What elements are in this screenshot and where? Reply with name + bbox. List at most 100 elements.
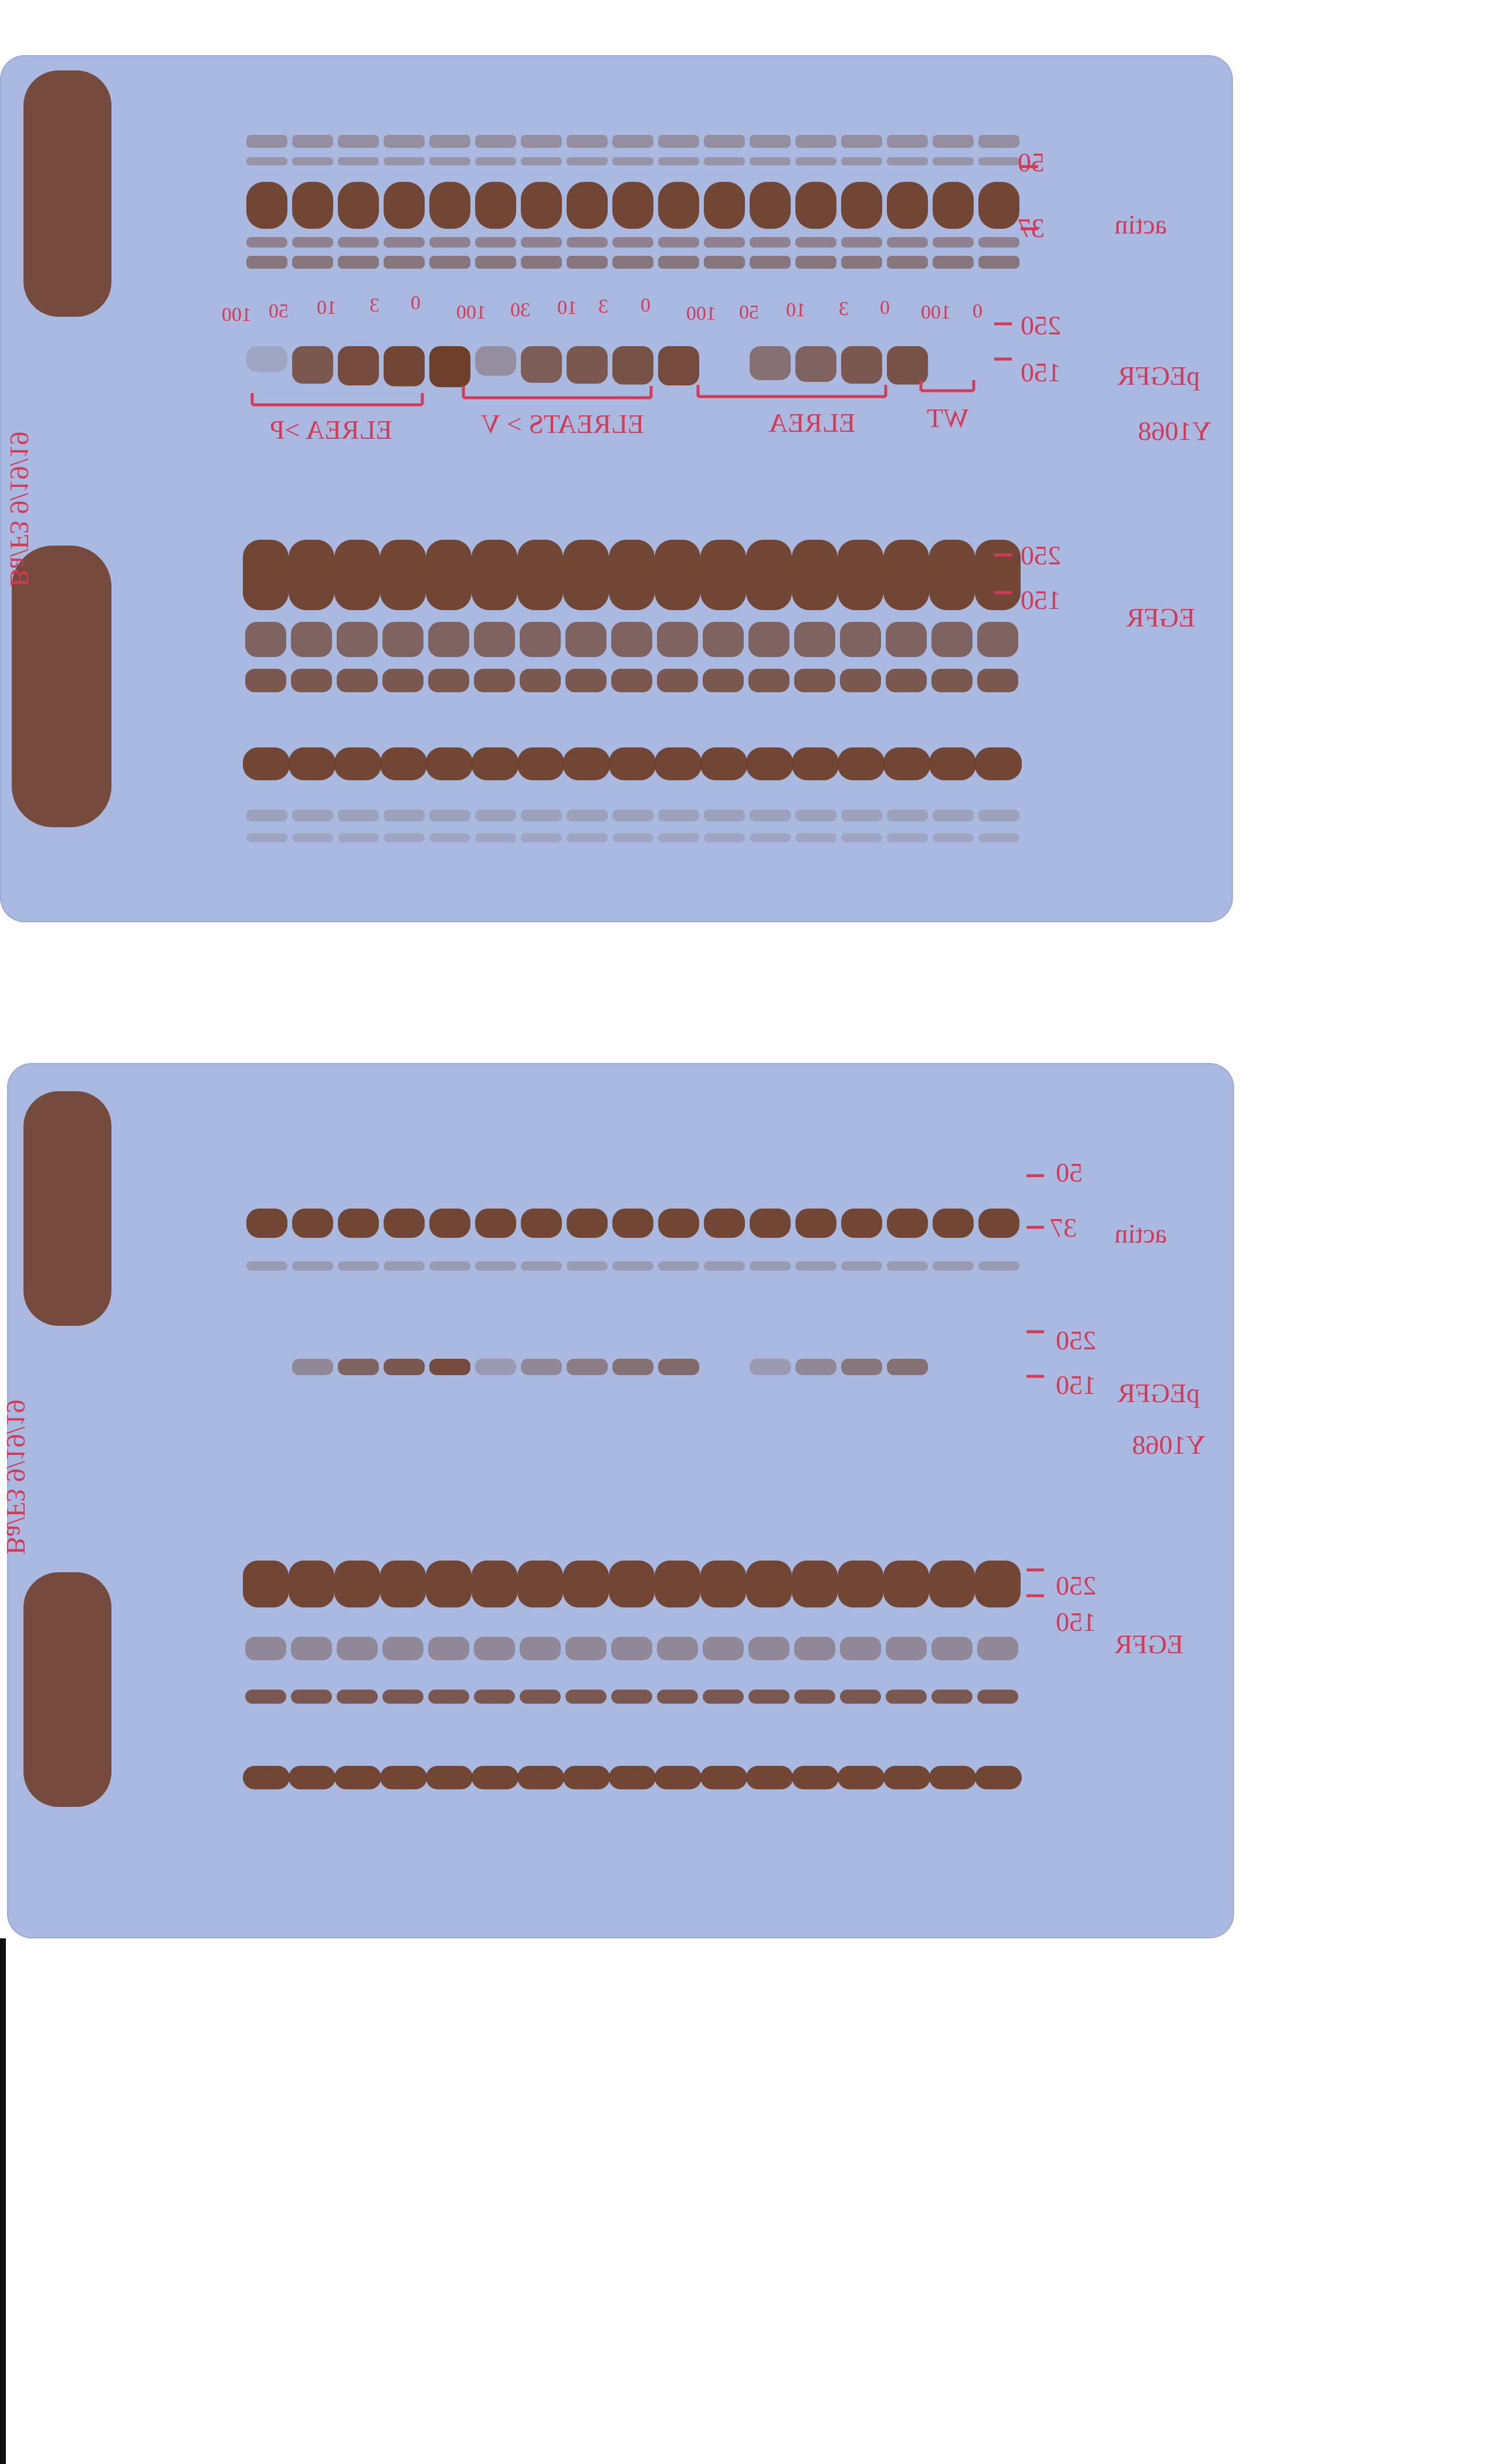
pegfr-band [658,346,699,385]
actin-band [292,1209,333,1238]
egfr-band [382,1690,423,1704]
actin-lower-band [567,1261,608,1271]
egfr-band [703,669,744,692]
egfr-lower-band [655,747,702,780]
egfr-band [840,1690,881,1704]
egfr-band [472,540,517,610]
actin-lower-band [795,1261,836,1271]
background-band [978,810,1019,821]
dose-label: 3 [370,295,380,316]
background-band [567,833,608,842]
egfr-lower-band [746,747,793,780]
background-band [978,833,1019,842]
pegfr-band [795,1359,836,1375]
egfr-lower-band [472,747,519,780]
egfr-band [520,1637,561,1660]
egfr-band [748,622,790,657]
background-band [384,810,425,821]
egfr-band [565,1637,607,1660]
actin-lower-band [978,237,1019,248]
actin-band [933,1209,974,1238]
actin-band [841,182,882,229]
actin-lower-band [567,256,608,269]
pegfr-band [429,1359,470,1375]
egfr-band [792,1561,838,1607]
actin-upper-band [841,135,882,148]
background-band [887,833,928,842]
egfr-band [563,540,609,610]
actin-band [704,1209,745,1238]
actin-upper-band [246,135,287,148]
top-pegfr-label: pEGFR [1117,361,1200,391]
egfr-band [794,1637,835,1660]
actin-lower-band [841,237,882,248]
actin-lower-band [246,256,287,269]
dose-label: 0 [973,300,982,322]
pegfr-band [475,1359,516,1375]
background-band [750,833,791,842]
egfr-band [380,1561,426,1607]
egfr-band [245,1690,286,1704]
actin-lower-band [658,256,699,269]
egfr-lower-band [243,747,290,780]
actin-lower-band [567,237,608,248]
actin-lower-band [292,237,333,248]
background-band [246,833,287,842]
actin-band [475,1209,516,1238]
actin-band [750,1209,791,1238]
egfr-lower-band [700,1766,747,1789]
actin-lower-band [704,237,745,248]
egfr-band [291,1637,332,1660]
bottom-pegfr-marker-150: 150 [1056,1370,1096,1400]
actin-band [978,182,1019,229]
egfr-band [886,622,927,657]
egfr-band [794,669,835,692]
background-band [384,833,425,842]
group-label-elrea: ELREA [768,408,856,438]
bottom-egfr-label: EGFR [1114,1629,1184,1659]
pegfr-band [567,1359,608,1375]
pegfr-band [841,1359,882,1375]
egfr-band [975,1561,1021,1607]
dose-label: 100 [921,302,951,323]
egfr-band [245,669,286,692]
egfr-band [474,622,515,657]
background-band [612,833,653,842]
dose-label: 3 [839,298,849,320]
actin-upper-band [841,157,882,165]
actin-upper-band [795,157,836,165]
actin-lower-band [978,1261,1019,1271]
egfr-band [472,1561,517,1607]
actin-band [658,1209,699,1238]
egfr-band [883,540,929,610]
bottom-side-note: Ba/F3 9/19/19 [1,1399,31,1555]
actin-lower-band [750,237,791,248]
egfr-band [291,622,332,657]
egfr-band [931,669,973,692]
actin-band [384,182,425,229]
actin-upper-band [475,135,516,148]
actin-lower-band [246,237,287,248]
actin-upper-band [338,135,379,148]
egfr-band [243,540,289,610]
group-label-elreats-v: ELREATS > V [481,409,645,439]
actin-upper-band [567,135,608,148]
actin-upper-band [978,157,1019,165]
egfr-band [428,1637,469,1660]
dose-label: 10 [786,299,806,321]
egfr-band [245,622,286,657]
actin-band [887,182,928,229]
pegfr-band [246,346,287,373]
top-egfr-marker-250: 250 [1021,540,1061,570]
egfr-band [611,669,652,692]
actin-upper-band [475,157,516,165]
actin-band [658,182,699,229]
actin-upper-band [292,157,333,165]
actin-upper-band [384,135,425,148]
dose-label: 30 [510,299,530,321]
background-band [841,810,882,821]
egfr-band [517,1561,563,1607]
background-band [750,810,791,821]
actin-upper-band [384,157,425,165]
